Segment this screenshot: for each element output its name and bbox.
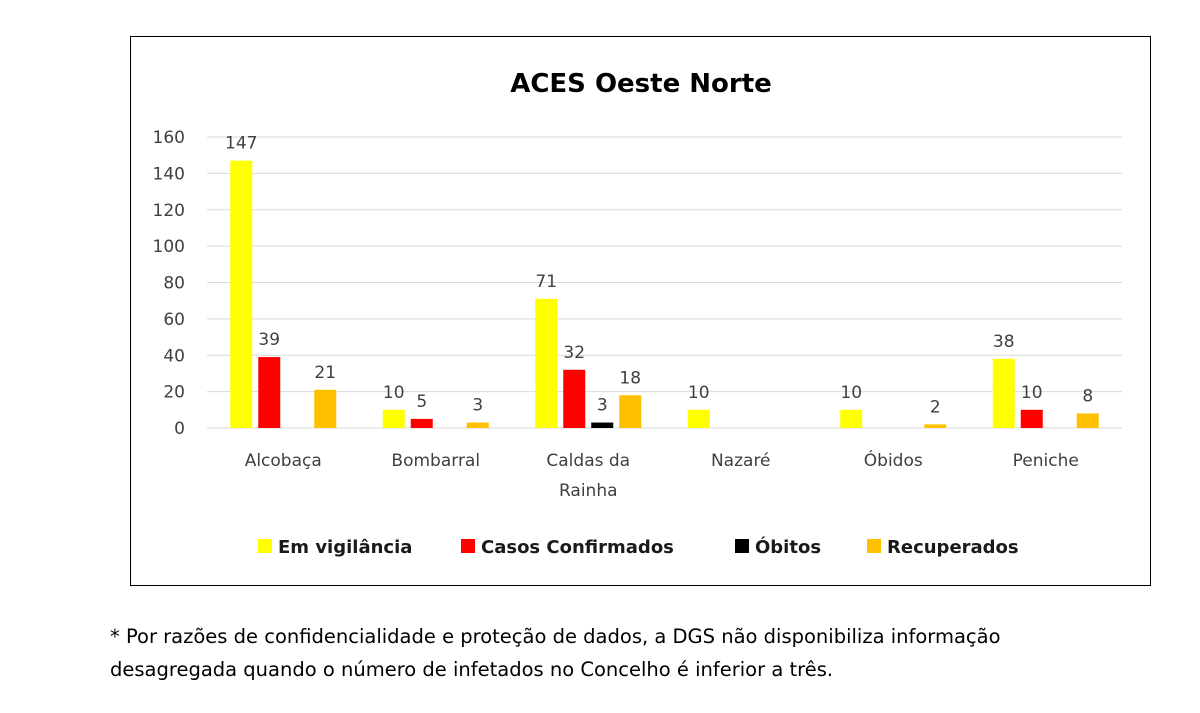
- bar: [1076, 413, 1099, 428]
- bar: [619, 395, 642, 428]
- bar: [410, 418, 433, 428]
- legend-label: Óbitos: [755, 536, 821, 558]
- data-label: 39: [258, 330, 280, 350]
- data-label: 21: [314, 363, 336, 383]
- data-label: 18: [619, 368, 641, 388]
- y-tick-label: 20: [163, 383, 185, 403]
- x-tick-label: Caldas da: [546, 451, 630, 471]
- y-tick-label: 40: [163, 346, 185, 366]
- bar: [314, 389, 337, 428]
- data-label: 147: [225, 134, 257, 154]
- data-label: 3: [597, 396, 608, 416]
- y-tick-label: 100: [153, 237, 185, 257]
- chart-frame: [130, 36, 1151, 586]
- data-label: 10: [840, 383, 862, 403]
- footnote-line-1: * Por razões de confidencialidade e prot…: [110, 625, 1001, 648]
- y-tick-label: 120: [153, 201, 185, 221]
- legend-swatch: [867, 539, 881, 553]
- x-tick-label: Óbidos: [864, 449, 923, 471]
- legend-label: Recuperados: [887, 537, 1019, 558]
- x-tick-label: Nazaré: [711, 451, 771, 471]
- bar: [840, 409, 863, 428]
- bar: [563, 369, 586, 428]
- x-tick-label: Peniche: [1013, 451, 1079, 471]
- bar: [466, 422, 489, 428]
- bar: [230, 160, 253, 429]
- bar: [535, 298, 558, 428]
- legend-swatch: [735, 539, 749, 553]
- legend-label: Em vigilância: [278, 537, 412, 558]
- data-label: 8: [1082, 386, 1093, 406]
- y-tick-label: 0: [174, 419, 185, 439]
- x-tick-label: Bombarral: [391, 451, 480, 471]
- chart-title: ACES Oeste Norte: [510, 69, 772, 99]
- y-tick-label: 60: [163, 310, 185, 330]
- bar: [258, 357, 281, 428]
- footnote: * Por razões de confidencialidade e prot…: [110, 620, 1170, 686]
- legend-label: Casos Confirmados: [481, 537, 674, 558]
- y-tick-label: 160: [153, 128, 185, 148]
- data-label: 71: [535, 272, 557, 292]
- bar: [992, 358, 1015, 428]
- data-label: 3: [472, 396, 483, 416]
- legend-swatch: [461, 539, 475, 553]
- data-label: 32: [563, 343, 585, 363]
- bar: [591, 422, 614, 428]
- bar: [924, 424, 947, 428]
- data-label: 38: [993, 332, 1015, 352]
- y-tick-label: 80: [163, 274, 185, 294]
- data-label: 10: [688, 383, 710, 403]
- data-label: 2: [930, 397, 941, 417]
- data-label: 10: [383, 383, 405, 403]
- data-label: 10: [1021, 383, 1043, 403]
- bar: [687, 409, 710, 428]
- y-tick-label: 140: [153, 164, 185, 184]
- x-tick-label: Alcobaça: [245, 451, 322, 471]
- footnote-line-2: desagregada quando o número de infetados…: [110, 658, 834, 681]
- legend-swatch: [258, 539, 272, 553]
- x-tick-label: Rainha: [559, 481, 618, 501]
- bar: [1020, 409, 1043, 428]
- data-label: 5: [416, 392, 427, 412]
- bar: [382, 409, 405, 428]
